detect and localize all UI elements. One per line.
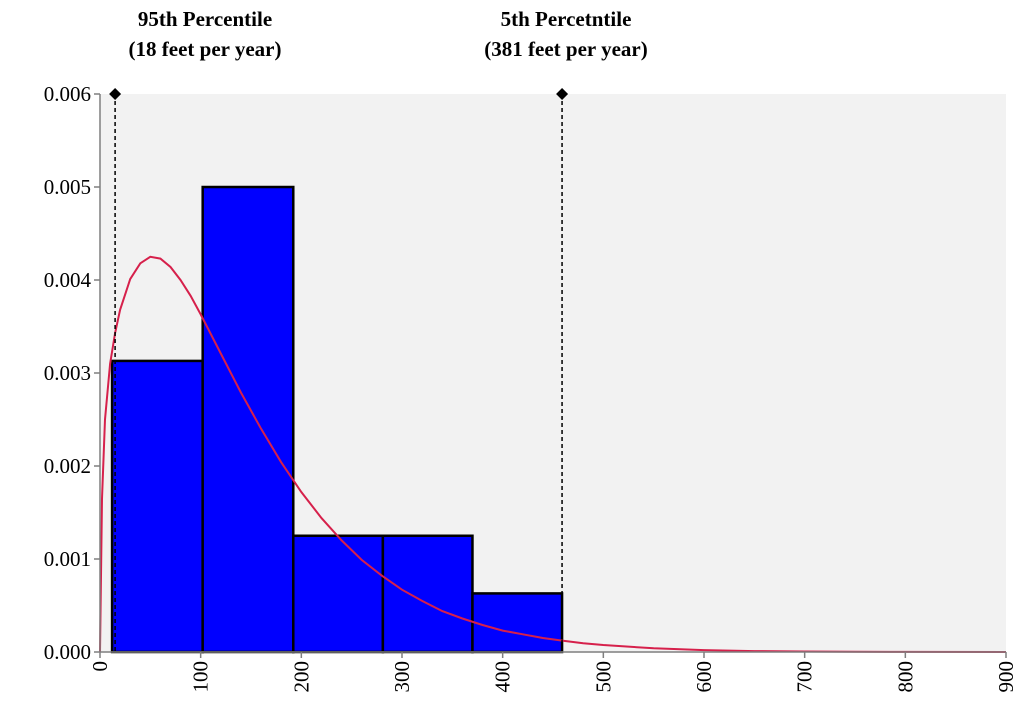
histogram-bar-3 [381, 534, 474, 654]
fitted-curve-group [99, 255, 1007, 653]
x-tick-label-3: 300 [390, 661, 414, 693]
y-tick-label-5: 0.005 [44, 175, 91, 199]
x-tick-label-8: 800 [893, 661, 917, 693]
histogram-bars [110, 185, 564, 654]
y-tick-label-3: 0.003 [44, 361, 91, 385]
y-tick-label-1: 0.001 [44, 547, 91, 571]
marker-diamond-0 [109, 88, 122, 100]
marker-label-1-line1: 5th Percetntile [501, 7, 632, 31]
x-axis-ticks: 0 100 200 300 400 500 600 700 800 900 [88, 652, 1018, 693]
marker-label-0-line1: 95th Percentile [138, 7, 272, 31]
x-tick-label-6: 600 [692, 661, 716, 693]
x-tick-label-5: 500 [591, 661, 615, 693]
x-tick-label-0: 0 [88, 661, 112, 672]
percentile-markers: 95th Percentile (18 feet per year) 5th Per… [109, 7, 648, 652]
marker-diamond-1 [556, 88, 569, 100]
marker-label-1-line2: (381 feet per year) [484, 37, 647, 61]
histogram-bar-0 [110, 359, 204, 654]
y-tick-label-2: 0.002 [44, 454, 91, 478]
x-tick-label-2: 200 [289, 661, 313, 693]
marker-label-0-line2: (18 feet per year) [129, 37, 282, 61]
x-tick-label-7: 700 [793, 661, 817, 693]
histogram-bar-4 [471, 592, 564, 654]
fitted-curve [99, 255, 1007, 653]
x-tick-label-9: 900 [994, 661, 1018, 693]
y-axis-ticks: 0.000 0.001 0.002 0.003 0.004 0.005 0.006 [44, 82, 100, 664]
histogram-bar-2 [292, 534, 385, 654]
y-tick-label-0: 0.000 [44, 640, 91, 664]
x-tick-label-1: 100 [189, 661, 213, 693]
histogram-bar-1 [201, 185, 295, 654]
y-tick-label-4: 0.004 [44, 268, 92, 292]
y-tick-label-6: 0.006 [44, 82, 91, 106]
x-tick-label-4: 400 [491, 661, 515, 693]
